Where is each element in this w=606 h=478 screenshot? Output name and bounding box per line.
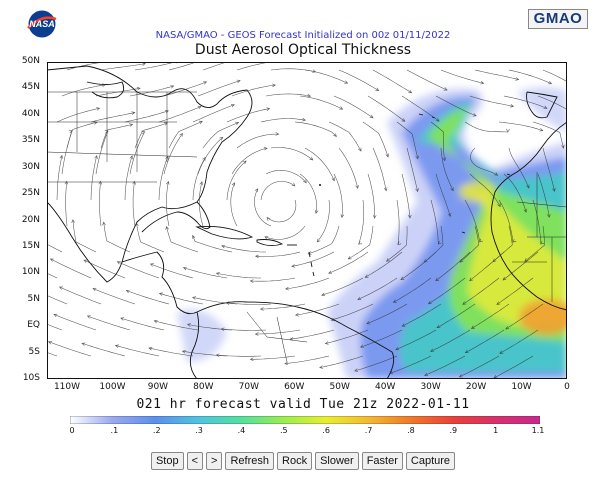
lat-label: 45N (21, 82, 40, 93)
lon-label: 110W (53, 382, 81, 392)
colorbar-tick: .6 (322, 426, 330, 435)
forecast-subtitle: NASA/GMAO - GEOS Forecast Initialized on… (155, 30, 451, 41)
nasa-logo: NASA (27, 10, 57, 38)
lat-label: 35N (21, 135, 40, 146)
lon-label: 100W (99, 382, 126, 392)
colorbar-tick: .7 (364, 426, 373, 435)
lat-label: 5N (27, 293, 40, 304)
lat-label: 30N (21, 161, 40, 172)
colorbar-tick: .4 (237, 426, 246, 435)
lon-label: 60W (284, 382, 305, 392)
capture-button[interactable]: Capture (405, 452, 456, 470)
lon-label: 80W (193, 382, 214, 392)
colorbar-tick: 0 (69, 426, 75, 435)
faster-button[interactable]: Faster (361, 452, 403, 470)
colorbar-tick: .9 (449, 426, 458, 435)
refresh-button[interactable]: Refresh (225, 452, 275, 470)
wind-streamlines (47, 62, 567, 379)
lon-label: 30W (420, 382, 441, 392)
gmao-logo: GMAO (528, 9, 588, 29)
lat-label: 10S (22, 373, 40, 383)
lon-label: 90W (147, 382, 169, 392)
colorbar-tick: .3 (195, 426, 203, 435)
colorbar (70, 416, 540, 424)
lat-label: 25N (21, 188, 40, 199)
dust-aot-map (47, 62, 567, 379)
lon-label: 50W (329, 382, 350, 392)
dust-plume (177, 87, 567, 379)
lat-label: 15N (21, 240, 40, 251)
lat-label: 40N (21, 108, 40, 119)
lon-label: 40W (374, 382, 396, 392)
coastlines (47, 65, 567, 379)
colorbar-tick: .5 (279, 426, 288, 435)
stop-button[interactable]: Stop (150, 452, 184, 470)
political-borders (47, 91, 567, 363)
lat-label: 10N (21, 267, 40, 278)
lon-label: 0 (564, 382, 570, 392)
forecast-valid-time: 021 hr forecast valid Tue 21z 2022-01-11 (136, 397, 470, 412)
previous-frame-button[interactable]: < (186, 452, 204, 470)
svg-text:NASA: NASA (29, 19, 55, 29)
lat-label: 5S (28, 346, 40, 357)
lat-label: EQ (27, 320, 40, 331)
animation-controls: Stop < > Refresh Rock Slower Faster Capt… (0, 452, 606, 470)
lat-label: 20N (21, 214, 40, 225)
lon-label: 70W (238, 382, 259, 392)
colorbar-tick: 1.1 (531, 426, 545, 435)
rock-button[interactable]: Rock (277, 452, 313, 470)
colorbar-tick: .8 (407, 426, 415, 435)
colorbar-tick: 1 (493, 426, 499, 435)
colorbar-tick: .1 (110, 426, 119, 435)
plot-title: Dust Aerosol Optical Thickness (194, 42, 412, 58)
lon-label: 20W (465, 382, 487, 392)
slower-button[interactable]: Slower (315, 452, 359, 470)
next-frame-button[interactable]: > (206, 452, 223, 470)
lat-label: 50N (21, 56, 40, 66)
colorbar-tick: .2 (152, 426, 161, 435)
lon-label: 10W (511, 382, 532, 392)
